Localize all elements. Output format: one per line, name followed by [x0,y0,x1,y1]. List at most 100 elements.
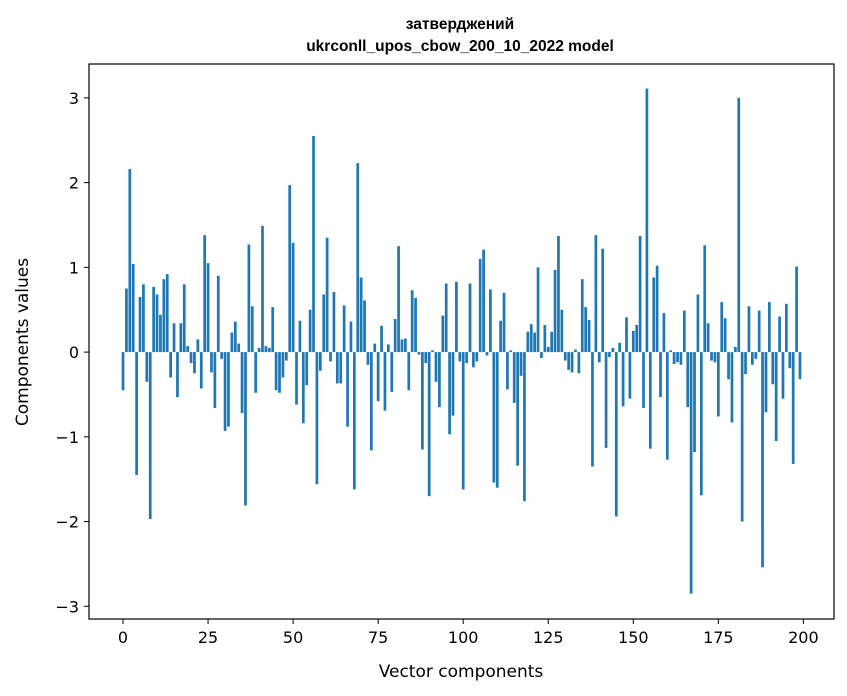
bar-component-190 [768,302,771,353]
y-tick-label: −3 [55,597,79,616]
bar-component-97 [451,352,455,416]
bar-component-37 [247,244,251,353]
bar-component-17 [179,323,183,353]
bar-component-87 [417,352,421,355]
y-tick-label: −2 [55,513,79,532]
bar-component-193 [778,316,781,353]
bar-component-10 [155,294,159,353]
bar-component-16 [176,352,179,397]
bar-component-85 [410,290,414,353]
x-tick-label: 0 [118,628,128,647]
bar-component-23 [199,352,203,389]
x-axis-ticks: 0 25 50 75 100 125 150 175 200 [118,619,819,647]
bar-component-1 [125,288,128,353]
bar-component-171 [703,245,707,353]
bar-component-117 [519,352,523,376]
bar-component-153 [642,352,645,409]
bar-component-138 [591,352,594,467]
bar-component-14 [169,352,172,378]
bar-component-66 [346,352,349,427]
bar-component-124 [543,324,547,353]
bar-component-196 [788,352,792,369]
bar-component-152 [638,236,642,353]
chart-title: затверджений [406,16,514,33]
bar-component-156 [652,277,656,353]
bar-component-177 [723,318,727,353]
bar-component-129 [560,309,564,353]
bar-component-75 [376,352,380,402]
bar-component-101 [465,352,468,364]
bar-component-36 [244,352,247,506]
bar-component-2 [128,169,132,353]
bar-component-60 [325,237,329,353]
bar-component-104 [475,352,479,362]
bar-component-136 [584,307,588,353]
bar-component-116 [516,352,519,466]
bar-component-57 [315,352,319,485]
bar-component-183 [744,352,747,375]
bar-component-91 [431,350,434,353]
bar-component-28 [216,275,220,353]
bar-component-7 [145,352,149,382]
bar-component-86 [414,297,417,353]
bar-component-5 [138,297,142,353]
bar-component-102 [468,283,472,353]
bar-component-32 [230,332,234,353]
bar-component-46 [278,352,281,393]
bar-component-8 [148,352,152,520]
bar-component-127 [553,269,557,353]
bar-component-50 [291,242,295,353]
bar-component-59 [322,294,326,353]
bar-component-82 [400,339,404,353]
bar-component-48 [284,352,288,361]
bar-component-3 [131,263,135,353]
bar-component-122 [536,267,540,353]
bar-component-134 [577,352,581,374]
bar-component-6 [142,284,145,353]
bar-component-70 [359,277,363,353]
bar-component-144 [611,347,615,353]
bar-component-31 [227,352,230,427]
bar-component-69 [356,163,360,353]
bar-component-96 [448,352,451,435]
bar-component-92 [434,352,438,382]
bar-component-135 [580,279,584,353]
bar-component-132 [570,352,574,373]
bar-component-145 [614,352,618,517]
bar-component-41 [261,225,264,353]
x-tick-label: 100 [448,628,479,647]
bar-component-167 [689,352,693,594]
bar-component-162 [672,352,676,364]
bar-component-119 [526,331,530,353]
bar-component-174 [713,352,717,363]
bar-component-121 [533,332,536,353]
bar-component-35 [240,352,244,414]
bar-component-56 [312,136,315,353]
bar-component-51 [295,352,298,405]
bar-component-139 [594,235,598,353]
bar-component-150 [631,330,635,353]
bar-component-72 [366,352,370,365]
x-tick-label: 200 [788,628,819,647]
bar-component-58 [318,352,322,371]
bar-component-130 [563,352,567,361]
plot-frame [88,63,835,620]
bar-component-154 [645,88,649,353]
bar-component-26 [210,352,213,373]
bar-component-185 [751,352,754,365]
bar-component-146 [618,342,622,353]
bars-group [121,88,802,594]
bar-component-157 [655,265,659,353]
bar-component-71 [363,300,366,353]
bar-component-34 [237,343,241,353]
bar-component-112 [502,292,506,353]
bar-component-9 [152,286,155,353]
bar-component-182 [740,352,744,522]
bar-component-25 [206,263,210,353]
x-tick-label: 175 [703,628,734,647]
bar-component-12 [162,279,166,353]
bar-component-52 [298,320,302,353]
bar-component-184 [747,306,751,353]
bar-component-140 [597,352,601,363]
bar-component-141 [601,248,605,353]
